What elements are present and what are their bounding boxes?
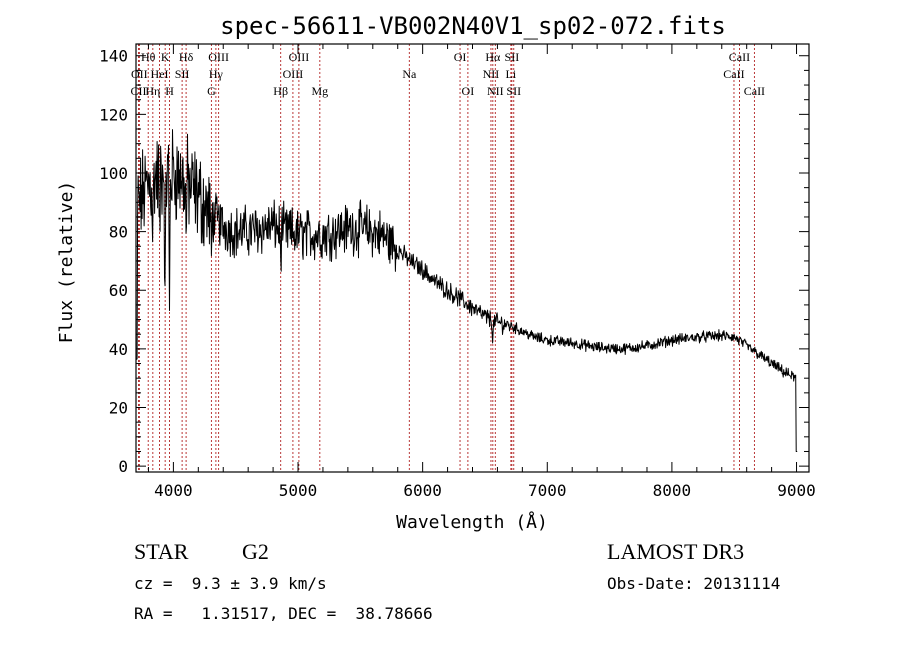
spectral-line-label: Hδ (179, 50, 194, 64)
x-tick-label: 6000 (403, 481, 442, 500)
spectral-line-label: HeI (151, 67, 169, 81)
x-tick-label: 8000 (653, 481, 692, 500)
spectral-line-label: CaII (723, 67, 744, 81)
spectral-line-markers (138, 44, 755, 472)
x-axis-label: Wavelength (Å) (396, 511, 548, 533)
y-tick-label: 0 (118, 457, 128, 476)
spectral-line-label: SII (505, 50, 520, 64)
spectral-line-label: Mg (311, 84, 328, 98)
spectral-line-label: Li (506, 67, 517, 81)
obs-date-text: Obs-Date: 20131114 (607, 574, 781, 593)
spectral-line-label: Na (402, 67, 417, 81)
spectral-line-label: Hβ (273, 84, 288, 98)
object-class: STAR (134, 539, 189, 564)
spectral-line-label: Hα (485, 50, 501, 64)
y-tick-label: 20 (109, 399, 128, 418)
x-tick-label: 7000 (528, 481, 567, 500)
spectral-line-label: Hγ (209, 67, 224, 81)
x-tick-label: 9000 (777, 481, 816, 500)
spectral-line-label: OI (454, 50, 467, 64)
y-axis-label: Flux (relative) (56, 181, 77, 344)
x-tick-label: 4000 (154, 481, 193, 500)
redshift-text: cz = 9.3 ± 3.9 km/s (134, 574, 327, 593)
y-tick-label: 100 (99, 164, 128, 183)
survey-name: LAMOST DR3 (607, 539, 745, 564)
y-tick-label: 80 (109, 223, 128, 242)
plot-frame (135, 43, 810, 473)
y-tick-label: 140 (99, 47, 128, 66)
coordinates-text: RA = 1.31517, DEC = 38.78666 (134, 604, 433, 623)
spectral-line-label: G (207, 84, 216, 98)
object-subclass: G2 (242, 539, 269, 564)
spectral-line-label: CaII (744, 84, 765, 98)
spectral-line-label: OIII (289, 50, 310, 64)
spectrum-line (136, 129, 798, 452)
spectral-line-label: OIII (208, 50, 229, 64)
spectral-line-label: SII (175, 67, 190, 81)
x-axis-ticks: 4000 5000 6000 7000 8000 9000 (147, 44, 816, 500)
spectral-line-label: OI (462, 84, 475, 98)
spectral-line-label: Hθ (141, 50, 156, 64)
x-tick-label: 5000 (279, 481, 318, 500)
spectral-line-label: NII (483, 67, 500, 81)
spectral-line-label: CII (130, 84, 146, 98)
y-axis-ticks: 0 20 40 60 80 100 120 140 (99, 47, 809, 476)
spectral-line-label: SII (506, 84, 521, 98)
spectral-line-label: NII (487, 84, 504, 98)
spectral-line-label: K (161, 50, 170, 64)
y-tick-label: 60 (109, 281, 128, 300)
spectral-line-label: H (165, 84, 174, 98)
spectral-line-label: CaII (729, 50, 750, 64)
chart-title: spec-56611-VB002N40V1_sp02-072.fits (220, 12, 726, 40)
spectral-line-label: Hη (145, 84, 160, 98)
y-tick-label: 40 (109, 340, 128, 359)
y-tick-label: 120 (99, 105, 128, 124)
spectral-line-label: OIII (283, 67, 304, 81)
spectral-line-label: OII (131, 67, 148, 81)
